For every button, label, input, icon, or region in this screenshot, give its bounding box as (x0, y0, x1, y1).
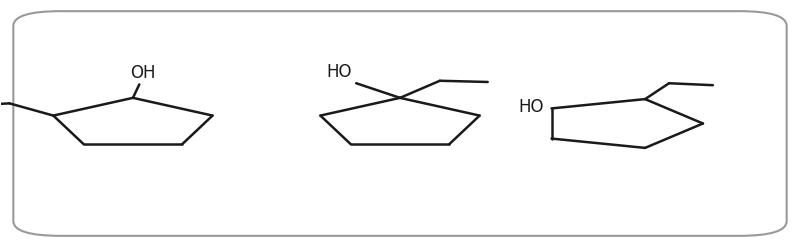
Text: HO: HO (518, 98, 543, 116)
FancyBboxPatch shape (14, 11, 786, 236)
Text: OH: OH (130, 64, 156, 82)
Text: HO: HO (326, 63, 352, 81)
